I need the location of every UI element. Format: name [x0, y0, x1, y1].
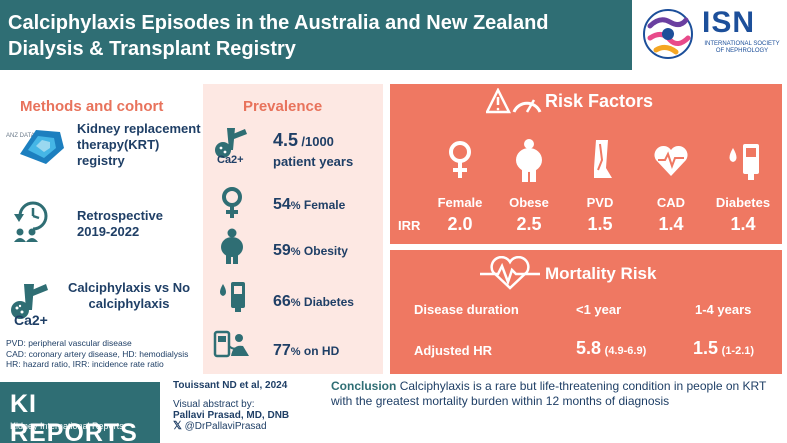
prevalence-female-unit: %: [290, 200, 301, 212]
methods-item-design: Retrospective 2019-2022: [77, 208, 163, 239]
prevalence-obesity: 59% Obesity: [273, 242, 348, 260]
prevalence-rate-unit2: patient years: [273, 154, 354, 169]
heartbeat-icon: [480, 256, 540, 290]
mortality-row-label: Adjusted HR: [414, 343, 492, 358]
mortality-hr-1: 5.8 (4.9-6.9): [576, 338, 646, 359]
prevalence-diabetes: 66% Diabetes: [273, 293, 354, 311]
visual-abstract-credit: Visual abstract by: Pallavi Prasad, MD, …: [173, 399, 289, 432]
prevalence-diabetes-value: 66: [273, 293, 291, 310]
prevalence-hd-value: 77: [273, 342, 291, 359]
prevalence-diabetes-label: Diabetes: [303, 295, 354, 309]
anzdata-logo: ANZ DATA: [6, 130, 64, 164]
mortality-risk-box: Mortality Risk Disease duration <1 year …: [390, 250, 782, 374]
calcium-badge: Ca2+: [14, 312, 48, 328]
prevalence-female-label: Female: [303, 198, 346, 212]
mortality-hr-1-ci: (4.9-6.9): [604, 345, 647, 357]
abbrev-line: HR: hazard ratio, IRR: incidence rate ra…: [6, 359, 164, 369]
prevalence-female: 54% Female: [273, 196, 345, 214]
methods-item-comparison: Calciphylaxis vs No calciphylaxis: [67, 280, 191, 311]
prevalence-obesity-value: 59: [273, 242, 291, 259]
abbrev-line: CAD: coronary artery disease, HD: hemodi…: [6, 348, 189, 359]
prevalence-rate-unit: /1000: [301, 134, 334, 149]
mortality-header-label: Disease duration: [414, 302, 519, 317]
journal-subtitle: Kidney International Reports: [10, 421, 124, 431]
risk-factor-label: Diabetes: [715, 195, 771, 210]
methods-item-registry: Kidney replacement therapy(KRT) registry: [77, 121, 201, 168]
visual-abstract-handle-row: 𝕏 @DrPallaviPrasad: [173, 420, 289, 433]
prevalence-hd-unit: %: [290, 346, 301, 358]
heart-pulse-icon: [654, 145, 688, 176]
visual-abstract-author: Pallavi Prasad, MD, DNB: [173, 410, 290, 421]
prevalence-female-value: 54: [273, 196, 291, 213]
mortality-hr-2-value: 1.5: [693, 338, 719, 358]
visual-abstract-handle: @DrPallaviPrasad: [184, 421, 267, 432]
glucometer-icon: [220, 282, 245, 312]
calcium-badge: Ca2+: [217, 154, 244, 166]
obese-icon: [516, 139, 542, 182]
visual-abstract-label: Visual abstract by:: [173, 399, 255, 410]
isn-globe-icon: [643, 9, 693, 59]
risk-factor-value: 2.0: [447, 214, 473, 234]
prevalence-obesity-unit: %: [290, 246, 301, 258]
isn-logo-text: ISN: [702, 6, 756, 39]
mortality-hr-1-value: 5.8: [576, 338, 602, 358]
mortality-col-1: <1 year: [576, 302, 622, 317]
isn-logo-subtitle: INTERNATIONAL SOCIETY OF NEPHROLOGY: [704, 41, 780, 54]
prevalence-rate-value: 4.5: [273, 130, 299, 150]
mortality-title: Mortality Risk: [545, 264, 657, 283]
risk-factor-label: PVD: [586, 195, 614, 210]
risk-factor-value: 2.5: [516, 214, 542, 234]
journal-title: KI REPORTS: [10, 390, 138, 443]
glucometer-icon: [729, 144, 759, 180]
abbrev-line: PVD: peripheral vascular disease: [6, 338, 132, 348]
conclusion: Conclusion Calciphylaxis is a rare but l…: [331, 379, 783, 409]
citation: Touissant ND et al, 2024: [173, 380, 288, 391]
mortality-hr-2: 1.5 (1-2.1): [693, 338, 754, 359]
results-panel: Risk Factors Female Obese: [390, 84, 782, 374]
female-icon: [222, 187, 242, 218]
page-title: Calciphylaxis Episodes in the Australia …: [8, 12, 549, 60]
anzdata-logo-text: ANZ DATA: [6, 133, 35, 139]
warning-gauge-icon: [486, 88, 542, 114]
isn-logo: ISN INTERNATIONAL SOCIETY OF NEPHROLOGY: [632, 0, 787, 70]
risk-factor-value: 1.4: [730, 214, 756, 234]
prevalence-hd: 77% on HD: [273, 342, 339, 360]
irr-label: IRR: [398, 218, 421, 233]
header-banner: Calciphylaxis Episodes in the Australia …: [0, 0, 787, 70]
abbreviations: PVD: peripheral vascular disease CAD: co…: [6, 338, 188, 370]
methods-panel: Methods and cohort ANZ DATA Kidney repla…: [0, 84, 203, 374]
obesity-icon: [221, 228, 243, 264]
vessel-calcium-icon: [11, 284, 48, 319]
conclusion-text: Calciphylaxis is a rare but life-threate…: [331, 379, 767, 408]
risk-factor-value: 1.5: [587, 214, 613, 234]
ki-reports-logo: KI REPORTS Kidney International Reports: [0, 382, 160, 443]
leg-vessel-icon: [594, 140, 612, 178]
risk-factor-label: CAD: [656, 195, 686, 210]
risk-factor-label: Obese: [509, 195, 549, 210]
prevalence-rate: 4.5 /1000 patient years: [273, 130, 353, 172]
risk-factors-title: Risk Factors: [545, 91, 654, 111]
hemodialysis-icon: [213, 330, 249, 358]
conclusion-lead: Conclusion: [331, 379, 397, 393]
prevalence-obesity-label: Obesity: [303, 244, 348, 258]
risk-factor-label: Female: [437, 195, 483, 210]
prevalence-panel: Prevalence Ca2+ 4.5 /1000 patient years …: [203, 84, 383, 374]
vessel-calcium-icon: [215, 128, 247, 158]
mortality-col-2: 1-4 years: [695, 302, 752, 317]
prevalence-diabetes-unit: %: [290, 297, 301, 309]
x-logo-icon: 𝕏: [173, 420, 182, 432]
female-icon: [449, 141, 471, 178]
methods-title: Methods and cohort: [20, 98, 164, 115]
risk-factors-box: Risk Factors Female Obese: [390, 84, 782, 244]
mortality-hr-2-ci: (1-2.1): [721, 345, 755, 357]
prevalence-hd-label: on HD: [303, 344, 340, 358]
calendar-clock-people-icon: [14, 201, 48, 242]
risk-factor-value: 1.4: [658, 214, 684, 234]
prevalence-title: Prevalence: [243, 98, 323, 115]
